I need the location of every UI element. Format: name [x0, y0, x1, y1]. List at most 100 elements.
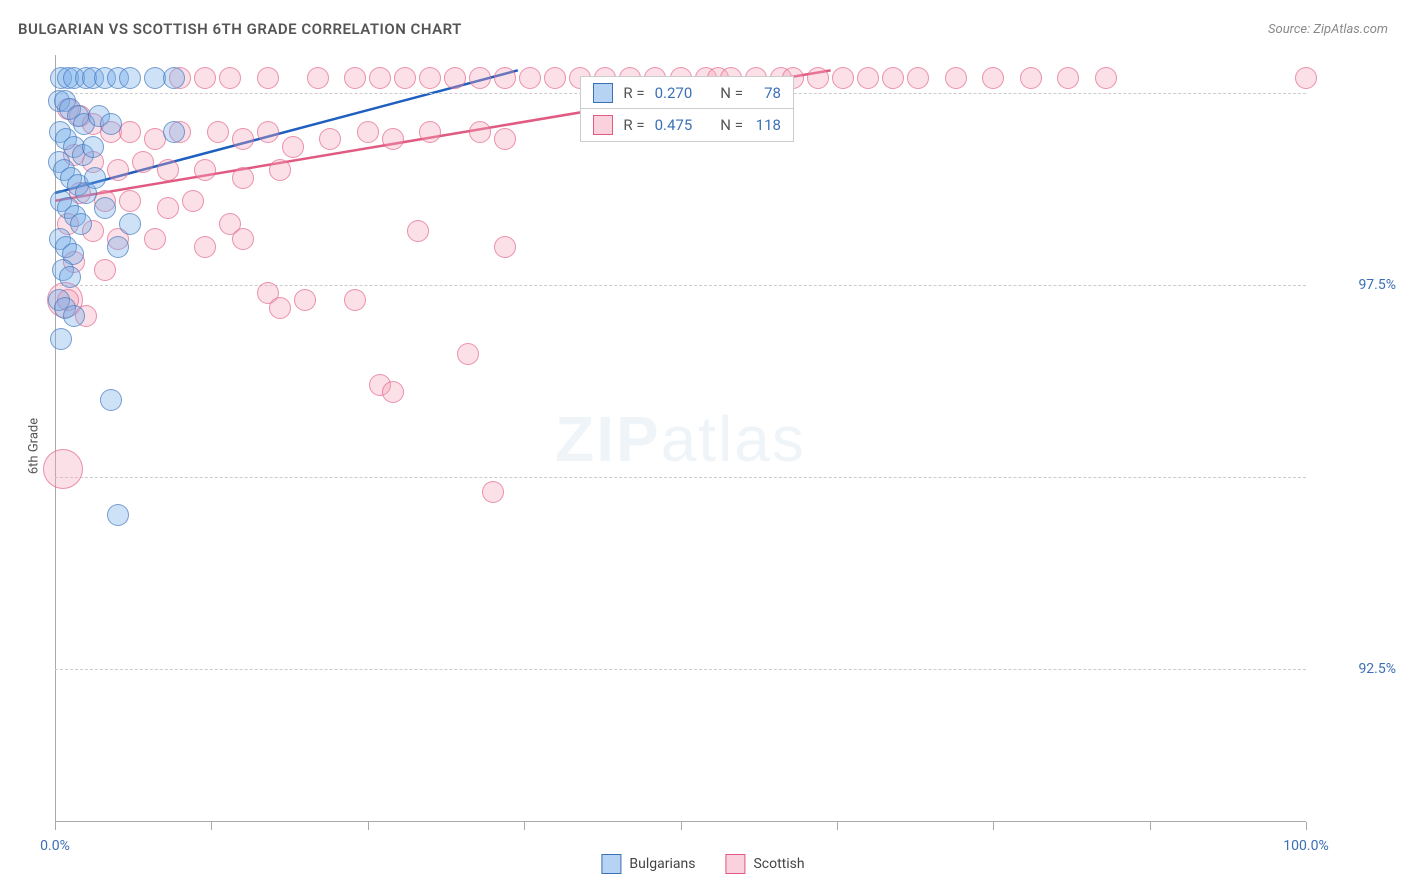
data-point: [394, 67, 416, 89]
data-point: [257, 67, 279, 89]
data-point: [219, 67, 241, 89]
data-point: [132, 151, 154, 173]
x-tick: [1306, 822, 1307, 830]
data-point: [369, 67, 391, 89]
data-point: [1295, 67, 1317, 89]
series-legend: Bulgarians Scottish: [601, 854, 804, 874]
y-tick-label: 97.5%: [1316, 277, 1396, 293]
stats-row: R = 0.475 N = 118: [580, 108, 794, 142]
data-point: [419, 67, 441, 89]
data-point: [107, 504, 129, 526]
x-tick-label: 0.0%: [40, 838, 70, 854]
legend-swatch: [725, 854, 745, 874]
data-point: [144, 228, 166, 250]
legend-item: Bulgarians: [601, 854, 695, 874]
data-point: [182, 190, 204, 212]
x-tick: [993, 822, 994, 830]
stats-row: R =0.270N =78: [580, 76, 794, 110]
n-label: N =: [720, 84, 743, 102]
x-tick: [368, 822, 369, 830]
data-point: [50, 328, 72, 350]
data-point: [269, 297, 291, 319]
x-tick: [55, 822, 56, 830]
data-point: [857, 67, 879, 89]
data-point: [344, 67, 366, 89]
x-tick: [1150, 822, 1151, 830]
x-tick: [681, 822, 682, 830]
legend-swatch: [593, 115, 613, 135]
r-value: 0.475: [655, 116, 693, 134]
n-value: 118: [753, 116, 781, 134]
data-point: [344, 289, 366, 311]
watermark: ZIPatlas: [555, 402, 806, 476]
data-point: [357, 121, 379, 143]
data-point: [194, 67, 216, 89]
data-point: [157, 197, 179, 219]
data-point: [82, 136, 104, 158]
data-point: [494, 236, 516, 258]
data-point: [282, 136, 304, 158]
data-point: [94, 259, 116, 281]
data-point: [294, 289, 316, 311]
data-point: [59, 266, 81, 288]
gridline: [55, 285, 1306, 286]
data-point: [1095, 67, 1117, 89]
legend-label: Bulgarians: [629, 856, 695, 872]
n-label: N =: [720, 116, 743, 134]
legend-swatch: [601, 854, 621, 874]
data-point: [469, 67, 491, 89]
data-point: [519, 67, 541, 89]
legend-label: Scottish: [753, 856, 804, 872]
data-point: [232, 167, 254, 189]
source-label: Source: ZipAtlas.com: [1268, 22, 1388, 37]
data-point: [70, 213, 92, 235]
data-point: [163, 67, 185, 89]
data-point: [382, 128, 404, 150]
n-value: 78: [753, 84, 781, 102]
x-tick: [524, 822, 525, 830]
data-point: [119, 213, 141, 235]
data-point: [107, 236, 129, 258]
legend-item: Scottish: [725, 854, 804, 874]
data-point: [945, 67, 967, 89]
r-label: R =: [623, 116, 644, 134]
data-point: [457, 343, 479, 365]
data-point: [43, 449, 83, 489]
plot-area: ZIPatlas 92.5%97.5%0.0%100.0%R =0.270N =…: [55, 55, 1306, 822]
data-point: [494, 67, 516, 89]
x-tick: [837, 822, 838, 830]
data-point: [319, 128, 341, 150]
data-point: [194, 236, 216, 258]
r-label: R =: [623, 84, 644, 102]
data-point: [257, 121, 279, 143]
data-point: [269, 159, 291, 181]
data-point: [107, 159, 129, 181]
data-point: [444, 67, 466, 89]
data-point: [544, 67, 566, 89]
data-point: [63, 305, 85, 327]
gridline: [55, 477, 1306, 478]
data-point: [807, 67, 829, 89]
data-point: [832, 67, 854, 89]
data-point: [1020, 67, 1042, 89]
data-point: [469, 121, 491, 143]
data-point: [207, 121, 229, 143]
data-point: [494, 128, 516, 150]
data-point: [84, 167, 106, 189]
y-axis-label: 6th Grade: [27, 418, 42, 474]
data-point: [94, 197, 116, 219]
data-point: [1057, 67, 1079, 89]
data-point: [482, 481, 504, 503]
data-point: [307, 67, 329, 89]
data-point: [100, 113, 122, 135]
data-point: [119, 121, 141, 143]
data-point: [100, 389, 122, 411]
data-point: [232, 228, 254, 250]
data-point: [907, 67, 929, 89]
data-point: [157, 159, 179, 181]
x-tick: [211, 822, 212, 830]
data-point: [982, 67, 1004, 89]
data-point: [232, 128, 254, 150]
chart-title: BULGARIAN VS SCOTTISH 6TH GRADE CORRELAT…: [18, 20, 462, 38]
y-tick-label: 92.5%: [1316, 661, 1396, 677]
